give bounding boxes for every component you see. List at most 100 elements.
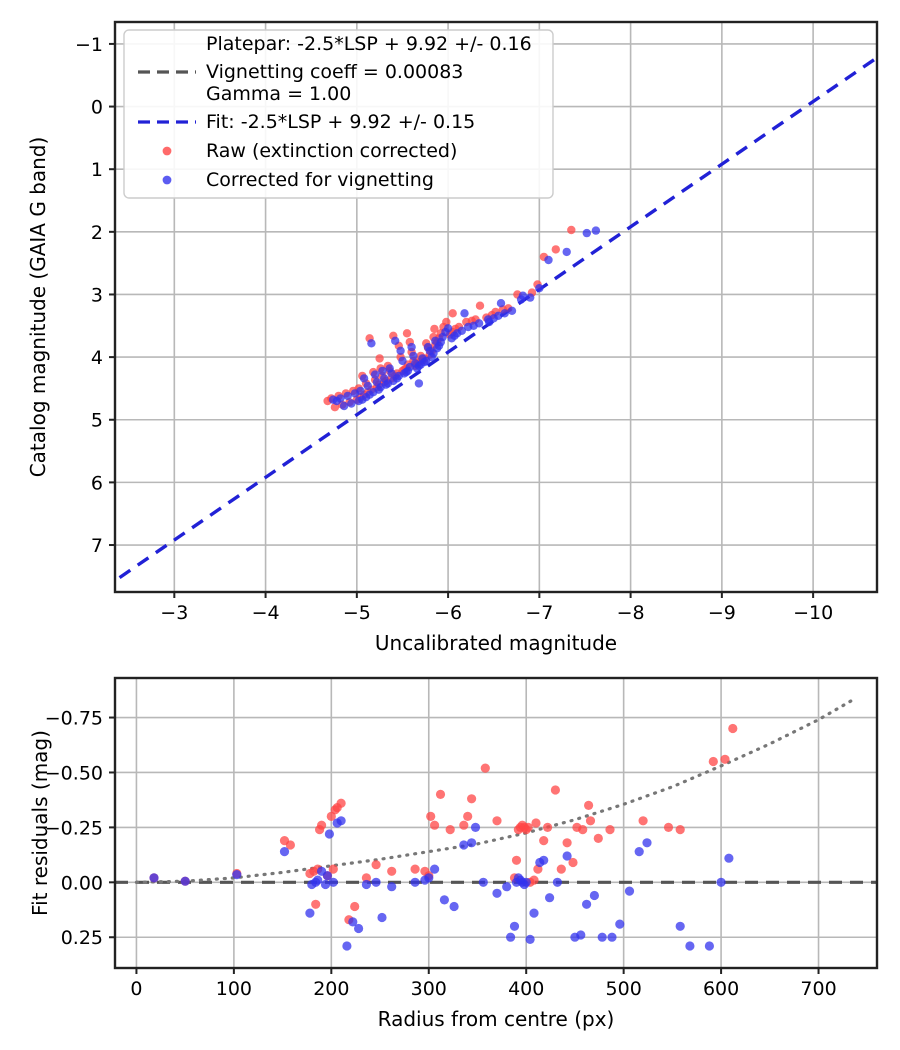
data-point xyxy=(350,389,360,398)
data-point xyxy=(328,395,338,404)
x-tick-label: 600 xyxy=(703,978,739,1000)
scatter-series-raw xyxy=(149,723,738,925)
data-point xyxy=(445,825,455,835)
data-point xyxy=(431,336,440,345)
data-point xyxy=(380,374,389,383)
data-point xyxy=(480,763,490,773)
data-point xyxy=(675,921,685,931)
data-point xyxy=(361,873,371,883)
data-point xyxy=(568,857,578,868)
data-point xyxy=(180,876,190,886)
data-point xyxy=(607,932,617,942)
data-point xyxy=(467,838,477,848)
data-point xyxy=(475,301,485,310)
y-axis-title: Catalog magnitude (GAIA G band) xyxy=(26,137,50,478)
data-point xyxy=(720,754,730,764)
data-point xyxy=(313,875,323,885)
data-point xyxy=(551,245,560,254)
data-point xyxy=(343,391,352,401)
data-point xyxy=(544,255,553,265)
data-point xyxy=(685,941,695,951)
data-point xyxy=(589,890,600,901)
data-point xyxy=(525,934,535,945)
data-point xyxy=(328,864,338,874)
data-point xyxy=(375,354,384,363)
data-point xyxy=(361,879,371,890)
data-point xyxy=(305,908,315,918)
data-point xyxy=(556,864,566,874)
data-point xyxy=(523,822,533,833)
data-point xyxy=(347,399,356,408)
axes-frame xyxy=(113,676,879,970)
legend-label-5: Corrected for vignetting xyxy=(206,169,434,191)
data-point xyxy=(322,871,332,881)
data-point xyxy=(414,379,424,388)
data-point xyxy=(605,825,615,835)
legend: Platepar: -2.5*LSP + 9.92 +/- 0.16 Vignet… xyxy=(123,29,554,199)
data-point xyxy=(363,381,372,391)
x-tick-label: 700 xyxy=(800,978,836,1000)
data-point xyxy=(663,822,674,833)
data-point xyxy=(336,798,346,808)
y-tick-label: 3 xyxy=(91,284,103,306)
data-point xyxy=(526,293,535,302)
data-point xyxy=(552,877,563,887)
data-point xyxy=(398,356,407,366)
data-point xyxy=(728,723,738,734)
data-point xyxy=(506,932,516,942)
data-point xyxy=(509,921,520,931)
data-point xyxy=(634,847,644,857)
x-tick-label: 400 xyxy=(508,978,544,1000)
data-point xyxy=(378,366,387,376)
x-tick-label: −6 xyxy=(434,602,462,624)
data-point xyxy=(311,899,321,909)
data-point xyxy=(539,836,549,846)
y-tick-label: 4 xyxy=(91,347,103,369)
y-tick-label: 7 xyxy=(91,535,103,557)
data-point xyxy=(708,756,718,767)
data-point xyxy=(518,291,528,300)
data-point xyxy=(372,378,382,387)
data-point xyxy=(449,901,459,912)
data-point xyxy=(529,908,539,918)
data-point xyxy=(502,882,512,892)
data-point xyxy=(492,816,502,826)
y-tick-label: 2 xyxy=(91,222,103,244)
scatter-series-raw xyxy=(323,225,576,412)
data-point xyxy=(430,864,440,874)
y-tick-label: −1 xyxy=(75,34,103,56)
data-point xyxy=(459,820,469,830)
data-point xyxy=(615,919,625,929)
data-point xyxy=(410,877,420,887)
data-point xyxy=(576,930,586,940)
x-axis-title: Uncalibrated magnitude xyxy=(375,631,617,655)
data-point xyxy=(350,901,360,912)
data-point xyxy=(724,853,734,863)
data-point xyxy=(232,870,242,880)
data-point xyxy=(638,816,648,826)
data-point xyxy=(675,825,685,835)
data-point xyxy=(315,825,325,835)
data-point xyxy=(447,334,456,343)
data-point xyxy=(535,284,544,293)
x-tick-label: 200 xyxy=(313,978,349,1000)
y-tick-label: 6 xyxy=(91,472,103,494)
x-tick-label: −9 xyxy=(708,602,736,624)
legend-label-3: Fit: -2.5*LSP + 9.92 +/- 0.15 xyxy=(206,111,475,133)
data-point xyxy=(704,941,715,951)
data-point xyxy=(424,873,434,883)
x-tick-label: −4 xyxy=(252,602,280,624)
data-point xyxy=(377,912,387,923)
data-point xyxy=(507,306,517,315)
x-tick-label: 100 xyxy=(216,978,252,1000)
data-point xyxy=(342,941,352,951)
data-point xyxy=(591,226,601,235)
data-point xyxy=(460,309,469,318)
data-point xyxy=(423,342,433,352)
legend-label-1: Vignetting coeff = 0.00083 xyxy=(206,61,463,83)
data-point xyxy=(624,886,635,896)
data-point xyxy=(348,917,358,927)
data-point xyxy=(410,864,420,874)
data-point xyxy=(330,805,340,815)
